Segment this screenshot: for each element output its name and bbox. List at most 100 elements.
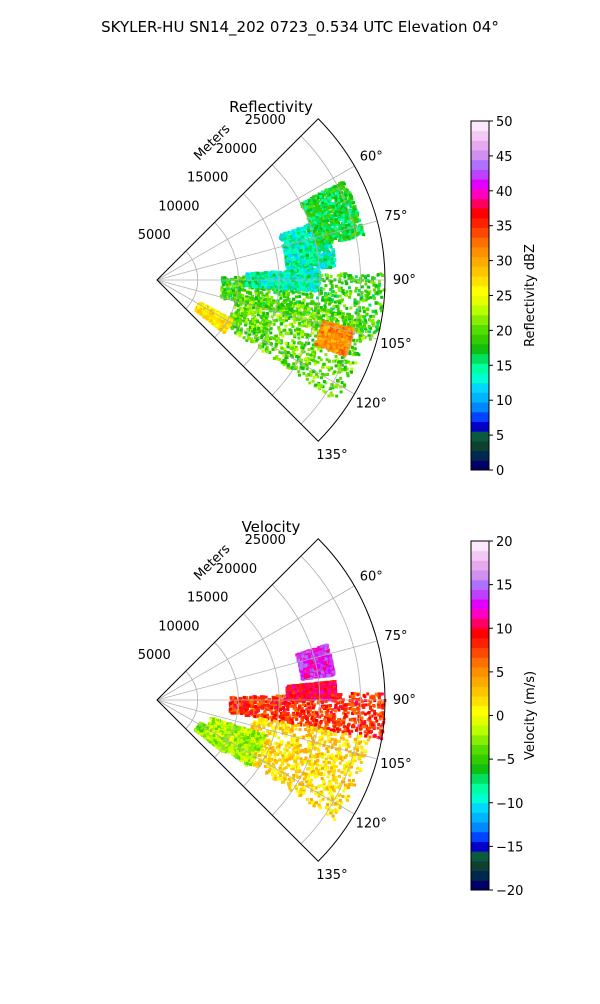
echo-cell: [286, 257, 290, 261]
echo-cell: [284, 293, 288, 297]
echo-cell: [340, 381, 344, 385]
echo-cell: [372, 314, 376, 318]
echo-cell: [346, 340, 350, 344]
echo-cell: [308, 260, 312, 264]
echo-cell: [333, 337, 337, 341]
echo-cell: [367, 325, 371, 328]
echo-cell: [258, 330, 262, 334]
echo-cell: [334, 354, 338, 358]
echo-cell: [301, 316, 305, 320]
echo-cell: [244, 318, 248, 322]
echo-cell: [292, 232, 296, 236]
echo-cell: [319, 384, 323, 388]
echo-cell: [352, 353, 355, 357]
echo-cell: [345, 371, 349, 375]
echo-cell: [259, 346, 263, 350]
echo-cell: [284, 315, 288, 319]
echo-cell: [307, 226, 310, 229]
echo-cell: [329, 266, 333, 270]
echo-cell: [250, 294, 254, 298]
echo-cell: [226, 287, 230, 291]
echo-cell: [266, 298, 270, 302]
echo-cell: [238, 334, 242, 338]
echo-cell: [269, 327, 273, 331]
echo-cell: [265, 345, 269, 349]
echo-cell: [296, 231, 300, 235]
echo-cell: [307, 229, 311, 233]
echo-cell: [319, 290, 323, 293]
echo-cell: [311, 352, 315, 356]
echo-cell: [329, 245, 333, 249]
echo-cell: [260, 287, 264, 291]
echo-cell: [304, 232, 308, 236]
echo-cell: [327, 302, 331, 306]
echo-cell: [223, 288, 227, 292]
echo-cell: [289, 258, 293, 261]
echo-cell: [358, 333, 362, 337]
echo-cell: [312, 317, 316, 321]
echo-cell: [330, 327, 334, 331]
echo-cell: [355, 352, 359, 355]
echo-cell: [358, 281, 362, 284]
echo-cell: [316, 309, 320, 313]
echo-cell: [309, 243, 313, 246]
echo-cell: [353, 321, 357, 325]
echo-cell: [262, 321, 266, 325]
echo-cell: [300, 342, 304, 345]
echo-cell: [277, 308, 281, 312]
echo-cell: [243, 309, 247, 313]
echo-cell: [272, 299, 276, 303]
echo-cell: [233, 322, 237, 326]
echo-cell: [364, 282, 368, 286]
echo-cell: [376, 291, 379, 295]
echo-cell: [367, 334, 371, 338]
echo-cell: [282, 232, 286, 236]
echo-cell: [316, 265, 320, 269]
echo-cell: [288, 366, 292, 370]
echo-cell: [301, 346, 305, 350]
echo-cell: [292, 263, 296, 267]
echo-cell: [364, 276, 368, 280]
echo-cell: [287, 293, 290, 297]
echo-cell: [329, 310, 333, 314]
echo-cell: [302, 310, 306, 314]
echo-cell: [252, 306, 255, 310]
echo-cell: [313, 362, 317, 366]
echo-cell: [240, 297, 244, 301]
echo-cell: [287, 252, 291, 256]
echo-cell: [298, 300, 302, 304]
echo-cell: [274, 319, 278, 323]
echo-cell: [246, 299, 250, 303]
echo-cell: [247, 337, 251, 340]
echo-cell: [345, 348, 349, 352]
echo-cell: [257, 300, 261, 303]
echo-cell: [254, 336, 257, 339]
echo-cell: [297, 323, 301, 327]
echo-cell: [254, 289, 258, 293]
echo-cell: [317, 356, 321, 360]
echo-cell: [300, 344, 304, 348]
echo-cell: [286, 244, 290, 247]
echo-cell: [247, 328, 251, 332]
echo-cell: [322, 380, 326, 384]
echo-cell: [242, 319, 246, 323]
echo-cell: [364, 289, 368, 293]
echo-cell: [326, 258, 330, 262]
echo-cell: [280, 234, 284, 237]
echo-cell: [337, 367, 341, 371]
echo-cell: [291, 297, 295, 301]
echo-cell: [283, 247, 287, 251]
echo-cell: [354, 318, 358, 322]
echo-cell: [347, 328, 351, 332]
echo-cell: [358, 309, 362, 313]
echo-cell: [272, 356, 276, 360]
echo-cell: [341, 312, 345, 316]
echo-cell: [268, 305, 272, 309]
echo-cell: [255, 309, 258, 313]
echo-cell: [327, 260, 331, 263]
echo-cell: [227, 289, 231, 293]
echo-cell: [342, 383, 346, 387]
echo-cell: [329, 281, 333, 285]
echo-cell: [217, 317, 221, 321]
echo-cell: [320, 266, 324, 270]
